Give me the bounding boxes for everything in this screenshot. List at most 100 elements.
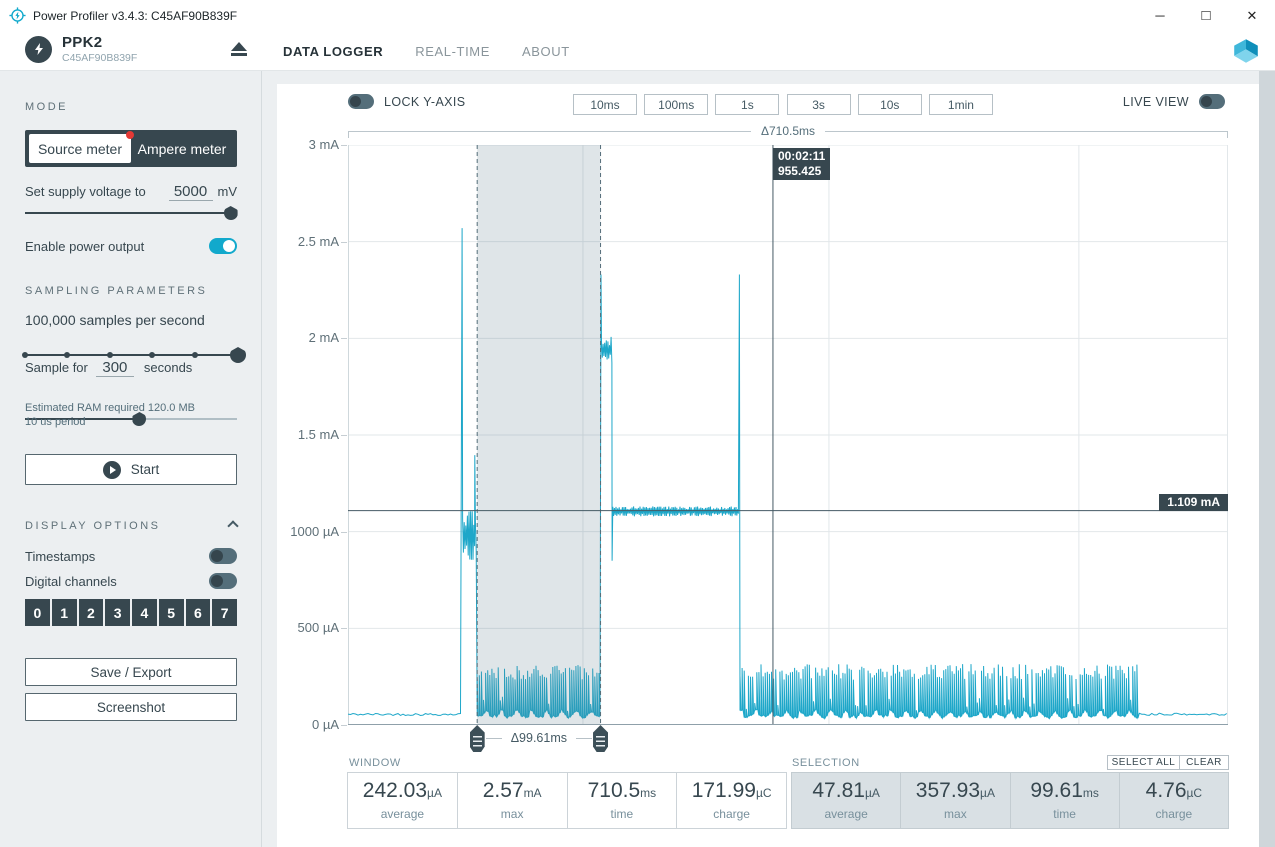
- window-button-3s[interactable]: 3s: [786, 94, 851, 115]
- eject-device-button[interactable]: [228, 42, 250, 60]
- lock-y-axis-toggle[interactable]: [348, 94, 374, 109]
- voltage-slider-handle[interactable]: [223, 206, 238, 220]
- stat-average: 242.03µA average: [348, 773, 457, 828]
- selection-delta-label: Δ99.61ms: [510, 731, 567, 745]
- nav-tabs: DATA LOGGER REAL-TIME ABOUT: [283, 31, 570, 71]
- period-note: 10 us period: [25, 416, 86, 428]
- digital-channels-toggle[interactable]: [209, 573, 237, 589]
- voltage-input[interactable]: 5000: [168, 183, 213, 201]
- save-export-button[interactable]: Save / Export: [25, 658, 237, 686]
- stat-time: 99.61ms time: [1009, 773, 1119, 828]
- device-meta: PPK2 C45AF90B839F: [62, 34, 137, 64]
- display-section-header: DISPLAY OPTIONS: [25, 520, 161, 532]
- select-all-button[interactable]: SELECT ALL: [1107, 755, 1180, 770]
- selection-right-handle[interactable]: [593, 725, 609, 752]
- minimize-button[interactable]: ─: [1137, 0, 1183, 31]
- sample-duration-slider[interactable]: [25, 411, 237, 427]
- device-selector[interactable]: PPK2 C45AF90B839F: [25, 34, 137, 64]
- y-tick-label: 3 mA: [308, 137, 339, 152]
- y-tick-label: 2.5 mA: [297, 233, 339, 249]
- cursor-tooltip: 00:02:11 955.425: [772, 148, 831, 180]
- stat-time: 710.5ms time: [566, 773, 677, 828]
- timestamps-toggle[interactable]: [209, 548, 237, 564]
- voltage-slider[interactable]: [25, 205, 238, 221]
- chart-plot[interactable]: 00:02:11 955.425 1.109 mA: [347, 144, 1228, 726]
- stat-unit: µC: [755, 786, 772, 800]
- sample-duration-suffix: seconds: [143, 360, 193, 375]
- device-power-icon: [25, 35, 52, 63]
- play-icon: [102, 460, 121, 479]
- channel-button-6[interactable]: 6: [185, 599, 211, 626]
- chevron-up-icon[interactable]: [227, 520, 239, 532]
- window-button-1s[interactable]: 1s: [715, 94, 780, 115]
- channel-button-0[interactable]: 0: [25, 599, 50, 626]
- channel-button-2[interactable]: 2: [78, 599, 104, 626]
- tab-real-time[interactable]: REAL-TIME: [415, 43, 490, 59]
- tab-data-logger[interactable]: DATA LOGGER: [283, 43, 384, 59]
- screenshot-button[interactable]: Screenshot: [25, 693, 237, 721]
- mode-option-ampere-meter[interactable]: Ampere meter: [137, 140, 227, 157]
- ram-note: Estimated RAM required 120.0 MB: [25, 402, 195, 414]
- stat-unit: µA: [427, 786, 442, 800]
- window-button-10ms[interactable]: 10ms: [573, 94, 637, 115]
- y-tick-mark: [341, 145, 347, 146]
- channel-button-7[interactable]: 7: [212, 599, 237, 626]
- mode-option-source-meter[interactable]: Source meter: [29, 131, 134, 163]
- start-button-label: Start: [130, 462, 160, 477]
- close-button[interactable]: ✕: [1229, 0, 1275, 31]
- live-view-toggle[interactable]: [1199, 94, 1225, 109]
- y-tick-label: 1000 µA: [290, 523, 339, 539]
- device-name: PPK2: [62, 34, 103, 51]
- selection-stats: 47.81µA average 357.93µA max 99.61ms time 4.76…: [791, 772, 1229, 829]
- stat-charge: 171.99µC charge: [676, 773, 786, 828]
- window-button-10s[interactable]: 10s: [857, 94, 922, 115]
- window-stats: 242.03µA average 2.57mA max 710.5ms time 171.9…: [347, 772, 787, 829]
- display-options-header[interactable]: DISPLAY OPTIONS: [25, 520, 239, 532]
- stat-unit: mA: [523, 786, 542, 800]
- digital-channels-row: Digital channels: [25, 573, 237, 589]
- window-controls: ─ □ ✕: [1137, 0, 1275, 31]
- sample-rate-slider[interactable]: [22, 347, 246, 363]
- y-tick-mark: [341, 531, 347, 533]
- eject-icon: [231, 42, 247, 51]
- sample-rate-slider-handle[interactable]: [230, 347, 246, 363]
- stat-value: 99.61ms: [1030, 779, 1099, 802]
- sample-duration-slider-handle[interactable]: [132, 412, 147, 426]
- channel-button-1[interactable]: 1: [51, 599, 77, 626]
- stat-value: 357.93µA: [915, 779, 995, 802]
- power-output-toggle[interactable]: [209, 238, 237, 254]
- stat-charge: 4.76µC charge: [1118, 773, 1228, 828]
- nordic-logo: [1234, 39, 1258, 63]
- device-serial: C45AF90B839F: [62, 52, 138, 64]
- window-button-1min[interactable]: 1min: [928, 94, 993, 115]
- maximize-button[interactable]: □: [1183, 0, 1229, 31]
- tab-about[interactable]: ABOUT: [522, 43, 570, 59]
- sample-duration-input[interactable]: 300: [95, 359, 134, 377]
- clear-button[interactable]: CLEAR: [1179, 755, 1229, 770]
- close-icon: ✕: [1246, 7, 1258, 23]
- stat-average: 47.81µA average: [792, 773, 901, 828]
- app-header: PPK2 C45AF90B839F DATA LOGGER REAL-TIME AB…: [0, 31, 1275, 71]
- y-tick-label: 500 µA: [297, 620, 339, 636]
- scrollbar-track[interactable]: [1259, 71, 1275, 847]
- window-button-100ms[interactable]: 100ms: [644, 94, 709, 115]
- live-view-control: LIVE VIEW: [1123, 94, 1225, 109]
- main-area: LOCK Y-AXIS 10ms 100ms 1s 3s 10s 1min LIVE VI…: [262, 71, 1275, 847]
- selection-left-handle[interactable]: [469, 725, 485, 752]
- start-button[interactable]: Start: [25, 454, 237, 485]
- window-delta-ruler: Δ710.5ms: [348, 124, 1229, 138]
- y-tick-label: 2 mA: [308, 330, 339, 346]
- stat-unit: ms: [640, 786, 657, 800]
- stat-unit: µA: [864, 786, 880, 800]
- sample-rate-label: 100,000 samples per second: [25, 312, 205, 328]
- channel-button-4[interactable]: 4: [132, 599, 157, 626]
- y-tick-mark: [341, 725, 347, 726]
- y-tick-mark: [341, 338, 347, 340]
- y-tick-mark: [341, 435, 347, 436]
- channel-button-3[interactable]: 3: [105, 599, 130, 626]
- stat-unit: ms: [1082, 786, 1099, 800]
- y-tick-label: 0 µA: [311, 717, 339, 732]
- stat-caption: time: [610, 807, 634, 821]
- channel-button-5[interactable]: 5: [158, 599, 184, 626]
- timestamps-row: Timestamps: [25, 548, 237, 564]
